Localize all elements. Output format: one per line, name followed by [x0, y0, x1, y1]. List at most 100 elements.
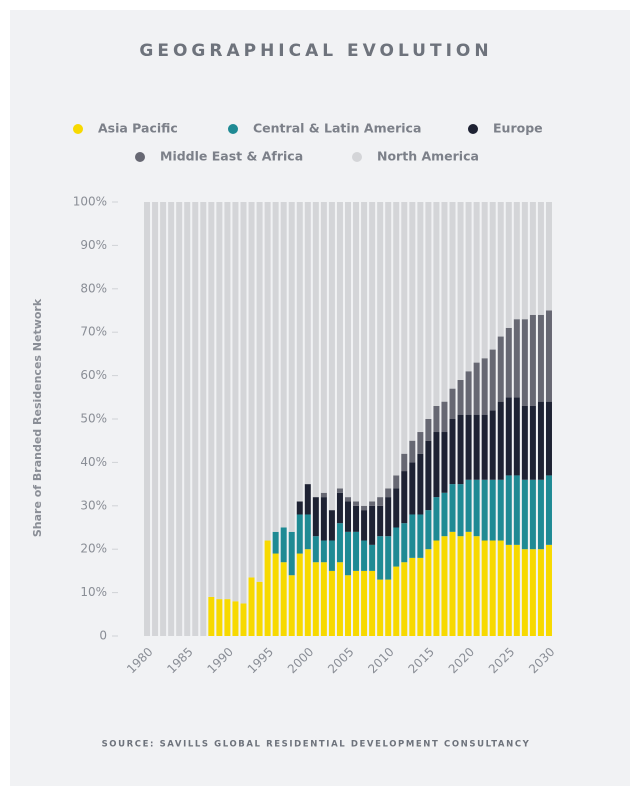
- bar-segment: [489, 349, 496, 411]
- bar-segment: [409, 462, 416, 515]
- bar-segment: [240, 603, 247, 636]
- bar-segment: [361, 505, 368, 511]
- bar-segment: [457, 379, 464, 415]
- bar-segment: [513, 319, 520, 398]
- bar-segment: [385, 536, 392, 580]
- bar-segment: [433, 432, 440, 498]
- bar-segment: [369, 202, 376, 502]
- bar-segment: [369, 544, 376, 571]
- bar-segment: [304, 202, 311, 485]
- bar-segment: [505, 327, 512, 398]
- bar-segment: [441, 202, 448, 402]
- bar-segment: [385, 488, 392, 498]
- bar-segment: [152, 202, 159, 636]
- bar-segment: [505, 544, 512, 636]
- bar-segment: [264, 202, 271, 541]
- y-tick-label: 90%: [80, 238, 107, 252]
- bar-segment: [345, 531, 351, 576]
- legend-swatch: [352, 152, 362, 162]
- bar-segment: [296, 501, 303, 515]
- legend-label: Europe: [493, 121, 543, 136]
- bar-segment: [433, 540, 440, 636]
- bar-segment: [441, 432, 448, 493]
- bar-segment: [232, 202, 239, 602]
- bar-segment: [433, 202, 440, 406]
- bar-segment: [377, 536, 384, 580]
- bar-segment: [393, 488, 400, 528]
- bar-segment: [425, 510, 432, 550]
- bar-segment: [353, 531, 360, 571]
- bar-segment: [401, 562, 408, 636]
- bar-segment: [481, 358, 488, 415]
- bar-segment: [465, 531, 472, 636]
- bar-segment: [505, 475, 512, 545]
- bar-segment: [328, 202, 335, 511]
- bar-segment: [441, 536, 448, 636]
- bar-segment: [369, 570, 376, 636]
- bar-segment: [144, 202, 151, 636]
- legend-swatch: [135, 152, 145, 162]
- bar-segment: [473, 362, 480, 415]
- bar-segment: [224, 202, 231, 600]
- y-axis-label: Share of Branded Residences Network: [31, 298, 44, 537]
- y-tick-label: 50%: [80, 412, 107, 426]
- bar-segment: [328, 510, 335, 541]
- bar-segment: [385, 497, 392, 537]
- bar-segment: [377, 497, 384, 506]
- bar-segment: [312, 202, 319, 498]
- bar-segment: [473, 479, 480, 537]
- bar-segment: [320, 497, 327, 541]
- bar-segment: [345, 497, 351, 502]
- bar-segment: [385, 202, 392, 489]
- bar-segment: [497, 336, 504, 402]
- bar-segment: [296, 202, 303, 502]
- bar-segment: [377, 579, 384, 636]
- bar-segment: [505, 397, 512, 476]
- bar-segment: [328, 570, 335, 636]
- bar-segment: [433, 497, 440, 541]
- bar-segment: [320, 540, 327, 563]
- bar-segment: [377, 202, 384, 498]
- bar-segment: [409, 514, 416, 558]
- bar-segment: [537, 549, 544, 636]
- bar-segment: [312, 536, 319, 563]
- legend-label: Middle East & Africa: [160, 149, 303, 164]
- bar-segment: [465, 414, 472, 480]
- bar-segment: [529, 549, 536, 636]
- y-tick-label: 30%: [80, 498, 107, 512]
- bar-segment: [401, 471, 408, 524]
- bar-segment: [280, 527, 287, 563]
- y-tick-label: 80%: [80, 281, 107, 295]
- y-tick-label: 40%: [80, 455, 107, 469]
- bar-segment: [345, 575, 351, 636]
- bar-segment: [441, 492, 448, 537]
- bar-segment: [529, 202, 536, 315]
- bar-segment: [361, 540, 368, 571]
- bar-segment: [457, 202, 464, 380]
- legend-swatch: [468, 124, 478, 134]
- bar-segment: [521, 202, 528, 320]
- bar-segment: [449, 419, 456, 485]
- bar-segment: [353, 570, 360, 636]
- bar-segment: [425, 549, 432, 636]
- bar-segment: [473, 414, 480, 480]
- bar-segment: [521, 319, 528, 406]
- bar-segment: [377, 505, 384, 537]
- legend-label: North America: [377, 149, 479, 164]
- y-tick-label: 10%: [80, 585, 107, 599]
- bar-segment: [393, 527, 400, 567]
- bar-segment: [481, 202, 488, 359]
- bar-segment: [272, 553, 279, 636]
- bar-segment: [192, 202, 199, 636]
- bar-segment: [545, 475, 552, 545]
- bar-segment: [473, 536, 480, 636]
- bar-segment: [256, 581, 263, 636]
- bar-segment: [304, 549, 311, 636]
- y-tick-label: 100%: [73, 195, 107, 209]
- bar-segment: [208, 202, 215, 597]
- bar-segment: [409, 202, 416, 441]
- bar-segment: [224, 599, 231, 636]
- bar-segment: [216, 599, 223, 636]
